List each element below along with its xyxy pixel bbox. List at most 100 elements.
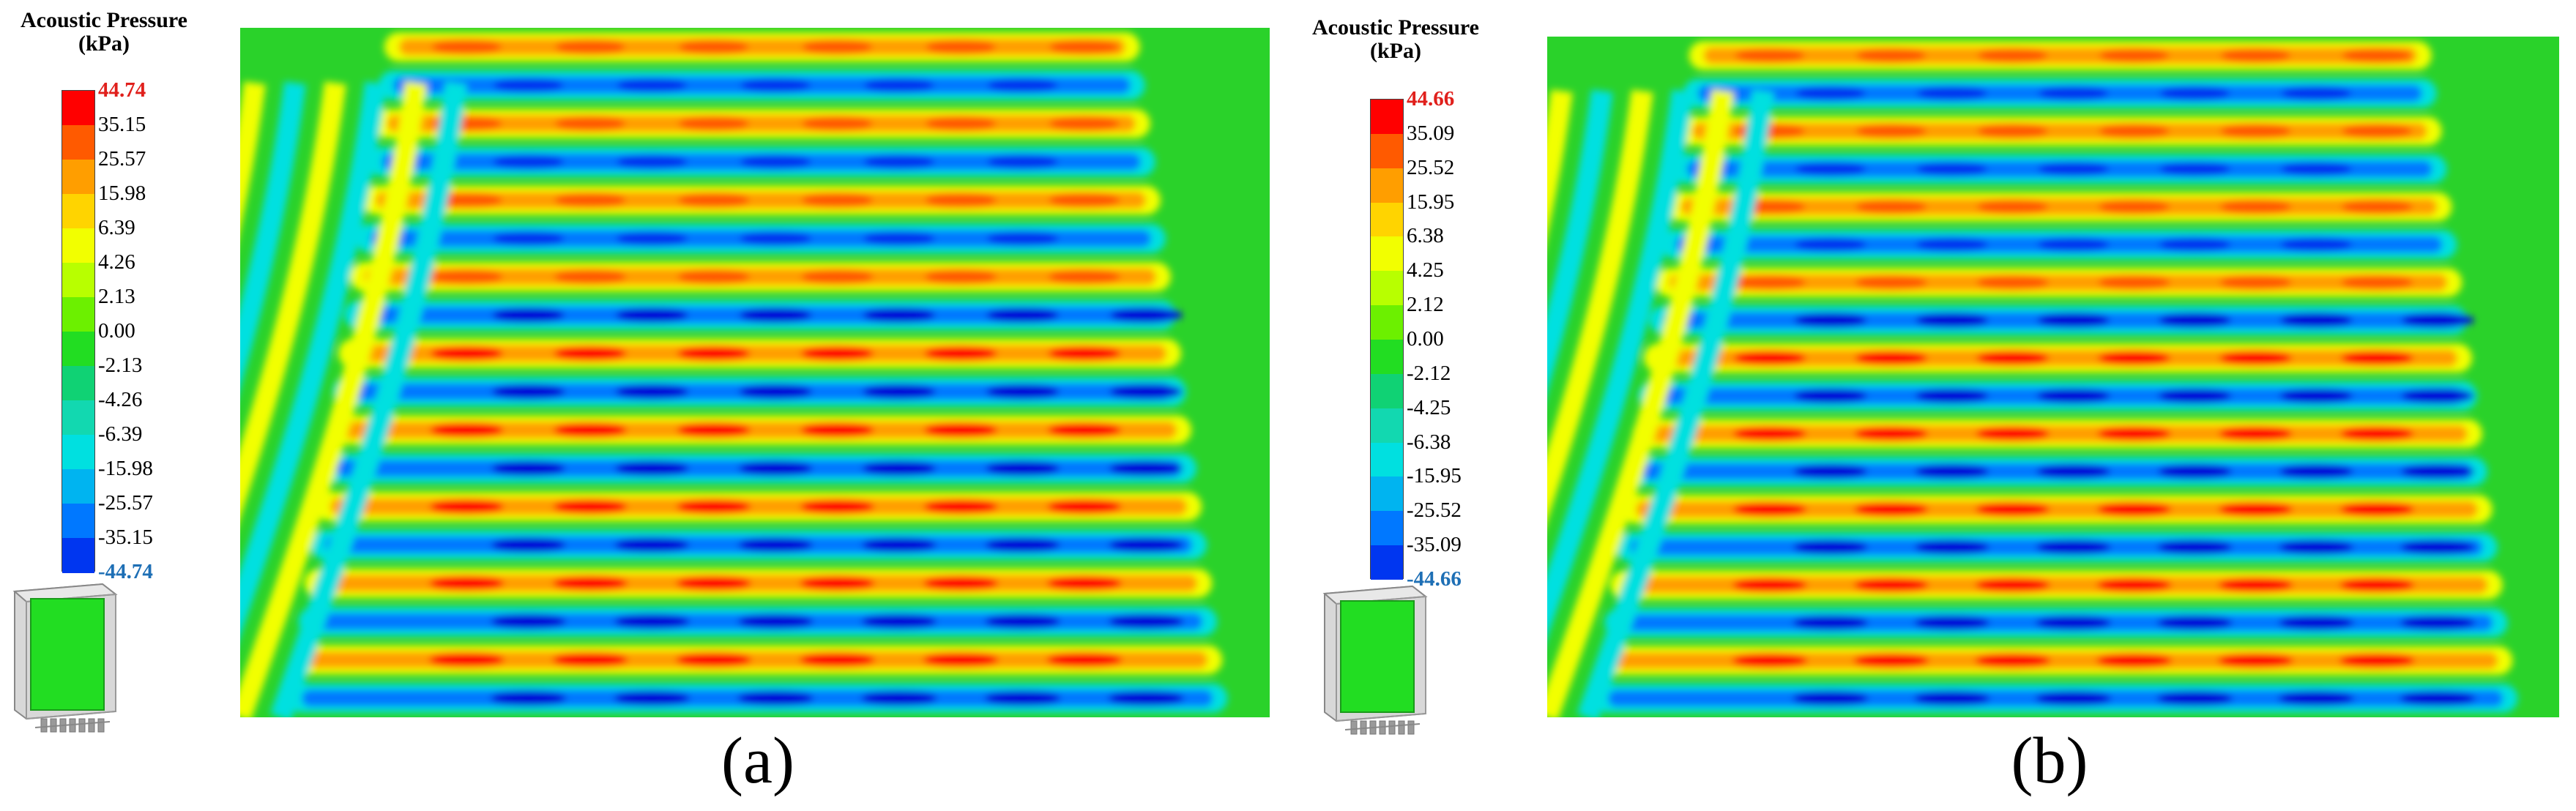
colorbar-swatch: [62, 332, 94, 367]
pressure-maximum-spot: [2340, 349, 2413, 367]
pressure-maximum-spot: [2342, 122, 2413, 140]
pressure-minimum-spot: [2400, 614, 2476, 632]
pressure-minimum-spot: [1915, 463, 1989, 480]
pressure-minimum-spot: [2400, 463, 2475, 480]
pressure-maximum-spot: [1047, 421, 1121, 439]
colorbar-swatch: [1371, 545, 1403, 580]
tick-label: -25.52: [1407, 498, 1462, 523]
legend-title-line: (kPa): [1370, 39, 1421, 63]
pressure-maximum-spot: [431, 268, 503, 285]
pressure-minimum-spot: [2036, 387, 2110, 405]
pressure-minimum-spot: [2036, 614, 2111, 632]
pressure-minimum-spot: [2281, 160, 2352, 178]
pressure-maximum-spot: [679, 38, 749, 56]
pressure-minimum-spot: [1914, 614, 1990, 632]
edge-diffraction-band: [269, 81, 467, 717]
pressure-minimum-spot: [492, 230, 565, 247]
pressure-contours: [240, 32, 1228, 717]
pressure-maximum-spot: [430, 345, 503, 362]
pressure-maximum-spot: [429, 575, 505, 592]
pressure-maximum-spot: [1976, 274, 2049, 291]
positive-pressure-core: [398, 38, 1125, 56]
colorbar-swatch: [1371, 373, 1403, 409]
tick-label: 15.98: [98, 182, 146, 205]
pressure-minimum-spot: [739, 306, 812, 324]
pressure-maximum-spot: [2219, 425, 2293, 442]
colorbar-swatch: [62, 297, 94, 332]
pressure-maximum-spot: [1049, 191, 1120, 209]
tick-label: 6.38: [1407, 224, 1444, 248]
pressure-minimum-spot: [863, 383, 936, 400]
pressure-maximum-spot: [2219, 274, 2292, 291]
pressure-minimum-spot: [985, 536, 1060, 554]
tick-label: -15.95: [1407, 464, 1462, 488]
pressure-minimum-spot: [1793, 614, 1869, 632]
tick-label: 4.26: [98, 250, 135, 274]
edge-diffraction-band: [1547, 89, 1613, 392]
pressure-minimum-spot: [1794, 387, 1867, 405]
tick-label: 35.09: [1407, 121, 1455, 145]
pressure-maximum-spot: [554, 191, 626, 209]
pressure-maximum-spot: [1046, 651, 1123, 669]
pressure-maximum-spot: [1733, 425, 1807, 442]
pressure-maximum-spot: [431, 191, 502, 209]
pressure-maximum-spot: [1046, 575, 1122, 592]
min-value-label: -44.74: [98, 560, 153, 583]
pressure-maximum-spot: [1733, 349, 1806, 367]
pressure-minimum-spot: [862, 460, 937, 477]
pressure-maximum-spot: [926, 38, 996, 56]
tick-label: 2.13: [98, 285, 135, 308]
colorbar-swatch: [1371, 133, 1403, 169]
colorbar-swatch: [62, 400, 94, 436]
pressure-maximum-spot: [429, 498, 504, 515]
pressure-maximum-spot: [555, 115, 626, 132]
pressure-maximum-spot: [1853, 576, 1929, 594]
pressure-maximum-spot: [924, 345, 997, 362]
pressure-maximum-spot: [1855, 198, 1927, 215]
pressure-maximum-spot: [1853, 652, 1929, 669]
pressure-minimum-spot: [1793, 539, 1868, 556]
pressure-maximum-spot: [924, 421, 998, 439]
pressure-maximum-spot: [2342, 47, 2412, 64]
pressure-minimum-spot: [861, 689, 937, 707]
tick-label: -25.57: [98, 491, 153, 515]
model-box-icon: [12, 583, 118, 733]
tick-label: -35.15: [98, 526, 153, 549]
pressure-minimum-spot: [737, 689, 814, 707]
pressure-maximum-spot: [677, 345, 751, 362]
pressure-minimum-spot: [1795, 160, 1866, 178]
pressure-minimum-spot: [2158, 387, 2232, 405]
colorbar-swatch: [1371, 340, 1403, 375]
pressure-maximum-spot: [2217, 652, 2293, 669]
pressure-minimum-spot: [987, 153, 1058, 171]
pressure-maximum-spot: [1854, 501, 1929, 518]
pressure-field-plot: [1547, 37, 2559, 717]
pressure-minimum-spot: [864, 76, 934, 94]
pressure-maximum-spot: [1977, 122, 2048, 140]
tick-label: 15.95: [1407, 190, 1455, 214]
pressure-maximum-spot: [923, 498, 998, 515]
legend-title-line: Acoustic Pressure: [1311, 15, 1480, 40]
pressure-maximum-spot: [2219, 198, 2291, 215]
pressure-minimum-spot: [2401, 387, 2474, 405]
pressure-maximum-spot: [1856, 47, 1927, 64]
pressure-maximum-spot: [676, 575, 751, 592]
colorbar-swatch: [1371, 511, 1403, 546]
edge-diffraction-band: [1547, 89, 1694, 638]
colorbar-swatch: [62, 125, 94, 160]
pressure-maximum-spot: [430, 421, 504, 439]
pressure-minimum-spot: [491, 460, 565, 477]
panel-caption: (a): [721, 725, 794, 797]
pressure-minimum-spot: [1916, 236, 1988, 253]
pressure-minimum-spot: [2157, 539, 2233, 556]
pressure-maximum-spot: [677, 268, 750, 285]
tick-label: 6.39: [98, 216, 135, 239]
pressure-maximum-spot: [2096, 576, 2172, 594]
pressure-minimum-spot: [2159, 236, 2231, 253]
pressure-minimum-spot: [491, 536, 566, 554]
pressure-minimum-spot: [985, 613, 1060, 630]
pressure-minimum-spot: [492, 306, 565, 324]
legend-title: Acoustic Pressure (kPa): [9, 9, 199, 56]
pressure-maximum-spot: [2218, 501, 2293, 518]
pressure-minimum-spot: [740, 230, 811, 247]
